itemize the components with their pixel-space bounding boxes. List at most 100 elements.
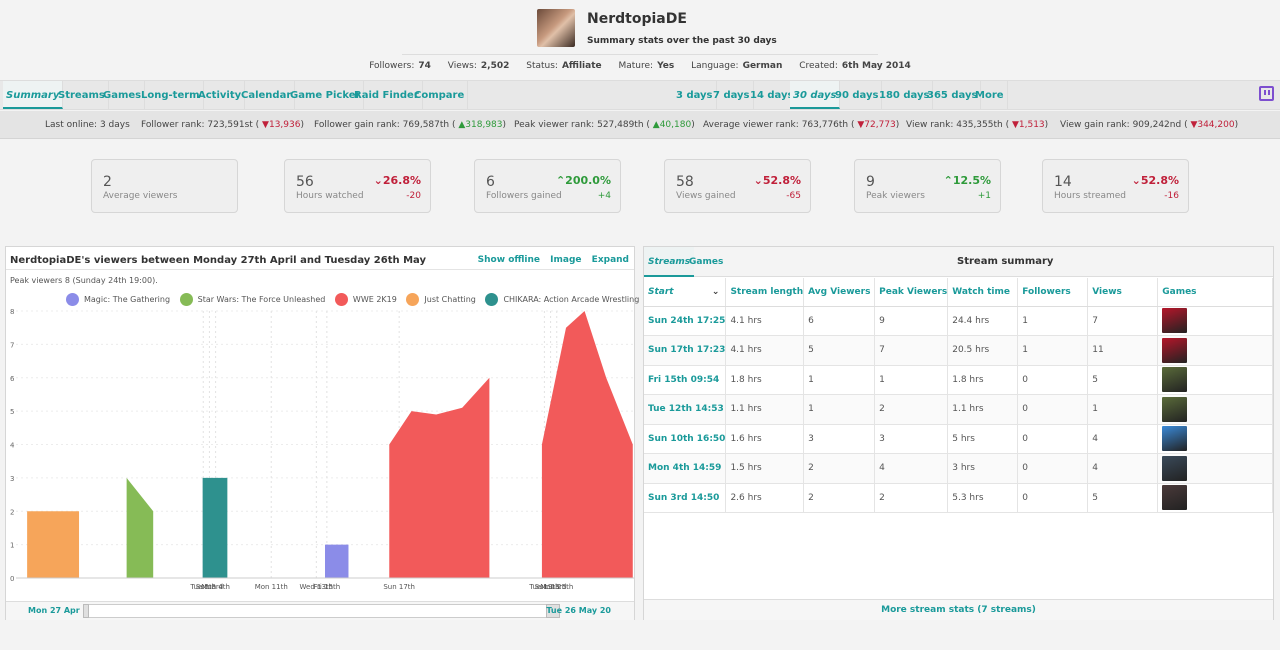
tab-games[interactable]: Games	[689, 257, 724, 267]
x-tick-label: Sun 23rd	[535, 583, 567, 591]
stat-hours-watched: 56 Hours watched ⌄26.8% -20	[284, 159, 431, 213]
game-box-art[interactable]	[1162, 396, 1188, 422]
legend-item[interactable]: Just Chatting	[406, 293, 476, 306]
cell-start[interactable]: Tue 12th 14:53	[644, 394, 727, 425]
period-30-days[interactable]: 30 days	[790, 81, 841, 109]
cell-watch: 20.5 hrs	[947, 335, 1019, 366]
stat-delta: -65	[786, 191, 801, 201]
cell-followers: 1	[1017, 335, 1089, 366]
y-tick-label: 2	[10, 508, 14, 516]
avatar[interactable]	[537, 9, 575, 47]
cell-start[interactable]: Mon 4th 14:59	[644, 453, 727, 484]
stream-summary-title: Stream summary	[957, 256, 1054, 267]
table-row[interactable]: Tue 12th 14:53 1.1 hrs 1 2 1.1 hrs 0 1	[644, 394, 1273, 425]
navigator-left-handle[interactable]	[83, 604, 89, 618]
tab-calendar[interactable]: Calendar	[238, 81, 296, 109]
navigator-slider[interactable]	[83, 604, 560, 618]
y-tick-label: 7	[10, 341, 14, 349]
period-90-days[interactable]: 90 days	[832, 81, 883, 109]
image-link[interactable]: Image	[550, 255, 582, 265]
period-7-days[interactable]: 7 days	[710, 81, 754, 109]
period-more[interactable]: More	[972, 81, 1008, 109]
stat-label: Views gained	[676, 191, 736, 201]
tab-activity[interactable]: Activity	[195, 81, 246, 109]
channel-name[interactable]: NerdtopiaDE	[587, 11, 687, 27]
column-peak-viewers[interactable]: Peak Viewers	[874, 278, 949, 307]
cell-start[interactable]: Sun 10th 16:50	[644, 424, 727, 454]
column-views[interactable]: Views	[1087, 278, 1159, 307]
column-games[interactable]: Games	[1157, 278, 1273, 307]
game-box-art[interactable]	[1162, 455, 1188, 481]
wwe-2k19-box-art[interactable]	[1162, 337, 1188, 363]
table-row[interactable]: Fri 15th 09:54 1.8 hrs 1 1 1.8 hrs 0 5	[644, 365, 1273, 395]
rank-peak-viewer: Peak viewer rank: 527,489th ( ▲40,180)	[514, 120, 695, 130]
stream-tabs: Streams Games Stream summary	[644, 247, 1273, 277]
more-stream-stats-link[interactable]: More stream stats (7 streams)	[644, 599, 1273, 620]
column-avg-viewers[interactable]: Avg Viewers	[803, 278, 876, 307]
tab-streams[interactable]: Streams	[644, 247, 695, 277]
series-area	[202, 477, 228, 578]
table-row[interactable]: Sun 24th 17:25 4.1 hrs 6 9 24.4 hrs 1 7	[644, 306, 1273, 336]
tab-raid-finder[interactable]: Raid Finder	[351, 81, 423, 109]
x-tick-label: Tue 5th	[189, 583, 216, 591]
cell-games	[1157, 394, 1273, 425]
period-365-days[interactable]: 365 days	[924, 81, 982, 109]
stat-value: 9	[866, 174, 875, 190]
cell-start[interactable]: Sun 3rd 14:50	[644, 483, 727, 513]
summary-subtitle: Summary stats over the past 30 days	[587, 36, 777, 46]
table-row[interactable]: Sun 3rd 14:50 2.6 hrs 2 2 5.3 hrs 0 5	[644, 483, 1273, 513]
tab-long-term[interactable]: Long-term	[138, 81, 204, 109]
y-tick-label: 8	[10, 308, 14, 316]
tab-streams[interactable]: Streams	[55, 81, 109, 109]
x-tick-label: Mon 4th	[201, 583, 230, 591]
table-row[interactable]: Sun 17th 17:23 4.1 hrs 5 7 20.5 hrs 1 11	[644, 335, 1273, 366]
series-area	[325, 544, 349, 578]
legend-item[interactable]: CHIKARA: Action Arcade Wrestling	[485, 293, 639, 306]
show-offline-link[interactable]: Show offline	[477, 255, 541, 265]
cell-start[interactable]: Sun 24th 17:25	[644, 306, 727, 336]
game-box-art[interactable]	[1162, 485, 1188, 511]
rank-average-viewer: Average viewer rank: 763,776th ( ▼72,773…	[703, 120, 900, 130]
rank-follower: Follower rank: 723,591st ( ▼13,936)	[141, 120, 304, 130]
meta-created: Created: 6th May 2014	[799, 61, 911, 71]
table-row[interactable]: Sun 10th 16:50 1.6 hrs 3 3 5 hrs 0 4	[644, 424, 1273, 454]
cell-watch: 3 hrs	[947, 453, 1019, 484]
twitch-icon[interactable]	[1259, 86, 1274, 101]
legend-item[interactable]: Magic: The Gathering	[66, 293, 170, 306]
column-start[interactable]: Start ⌄	[644, 278, 727, 307]
tab-compare[interactable]: Compare	[411, 81, 469, 109]
stat-peak-viewers: 9 Peak viewers ⌃12.5% +1	[854, 159, 1001, 213]
stat-value: 14	[1054, 174, 1072, 190]
series-area	[126, 477, 154, 578]
header-divider	[402, 54, 878, 55]
column-followers[interactable]: Followers	[1017, 278, 1089, 307]
divider	[6, 269, 634, 270]
cell-watch: 1.8 hrs	[947, 365, 1019, 395]
y-tick-label: 4	[10, 442, 15, 450]
cell-watch: 5.3 hrs	[947, 483, 1019, 513]
y-tick-label: 6	[10, 375, 15, 383]
legend-dot	[406, 293, 420, 306]
tab-games[interactable]: Games	[100, 81, 146, 109]
game-box-art[interactable]	[1162, 426, 1188, 452]
legend-item[interactable]: Star Wars: The Force Unleashed	[179, 293, 325, 306]
stat-delta: +4	[597, 191, 611, 201]
game-box-art[interactable]	[1162, 367, 1188, 393]
table-row[interactable]: Mon 4th 14:59 1.5 hrs 2 4 3 hrs 0 4	[644, 453, 1273, 484]
cell-peak: 2	[874, 483, 949, 513]
stat-value: 56	[296, 174, 314, 190]
wwe-2k19-box-art[interactable]	[1162, 308, 1188, 334]
tab-summary[interactable]: Summary	[3, 81, 64, 109]
tab-game-picker[interactable]: Game Picker	[287, 81, 365, 109]
column-stream-length[interactable]: Stream length	[725, 278, 805, 307]
navigator-right-handle[interactable]	[546, 604, 560, 618]
period-3-days[interactable]: 3 days	[673, 81, 717, 109]
cell-start[interactable]: Sun 17th 17:23	[644, 335, 727, 366]
expand-link[interactable]: Expand	[591, 255, 629, 265]
x-tick-label: Sun 17th	[383, 583, 415, 591]
period-180-days[interactable]: 180 days	[876, 81, 934, 109]
cell-start[interactable]: Fri 15th 09:54	[644, 365, 727, 395]
column-watch-time[interactable]: Watch time	[947, 278, 1019, 307]
legend-item[interactable]: WWE 2K19	[334, 293, 397, 306]
